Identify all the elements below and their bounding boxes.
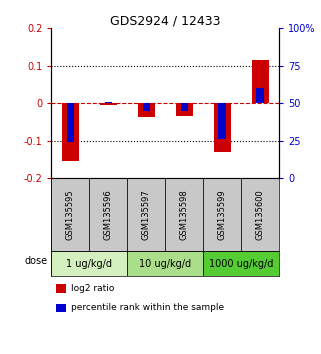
- Text: GSM135596: GSM135596: [104, 189, 113, 240]
- Bar: [127, 178, 165, 251]
- Bar: [143, 103, 150, 111]
- Text: 1000 ug/kg/d: 1000 ug/kg/d: [209, 259, 273, 269]
- Bar: [176, 103, 193, 116]
- Bar: [214, 103, 231, 152]
- Text: log2 ratio: log2 ratio: [71, 284, 114, 293]
- Bar: [219, 103, 226, 139]
- Bar: [66, 103, 74, 142]
- Text: GSM135597: GSM135597: [142, 189, 151, 240]
- Title: GDS2924 / 12433: GDS2924 / 12433: [110, 14, 221, 27]
- Bar: [180, 103, 188, 111]
- Bar: [105, 102, 112, 103]
- Bar: [89, 178, 127, 251]
- Bar: [165, 178, 203, 251]
- Text: GSM135600: GSM135600: [256, 189, 265, 240]
- Text: GSM135595: GSM135595: [66, 189, 75, 240]
- Text: 10 ug/kg/d: 10 ug/kg/d: [139, 259, 191, 269]
- Bar: [203, 178, 241, 251]
- Bar: [127, 251, 203, 276]
- Bar: [56, 284, 66, 293]
- Bar: [100, 103, 117, 105]
- Text: dose: dose: [24, 256, 48, 266]
- Bar: [203, 251, 279, 276]
- Bar: [51, 251, 127, 276]
- Bar: [51, 178, 89, 251]
- Bar: [241, 178, 279, 251]
- Bar: [256, 88, 264, 103]
- Bar: [62, 103, 79, 161]
- Bar: [252, 60, 269, 103]
- Text: GSM135599: GSM135599: [218, 189, 227, 240]
- Bar: [56, 304, 66, 312]
- Text: 1 ug/kg/d: 1 ug/kg/d: [66, 259, 112, 269]
- Text: GSM135598: GSM135598: [180, 189, 189, 240]
- Bar: [138, 103, 155, 118]
- Text: percentile rank within the sample: percentile rank within the sample: [71, 303, 224, 313]
